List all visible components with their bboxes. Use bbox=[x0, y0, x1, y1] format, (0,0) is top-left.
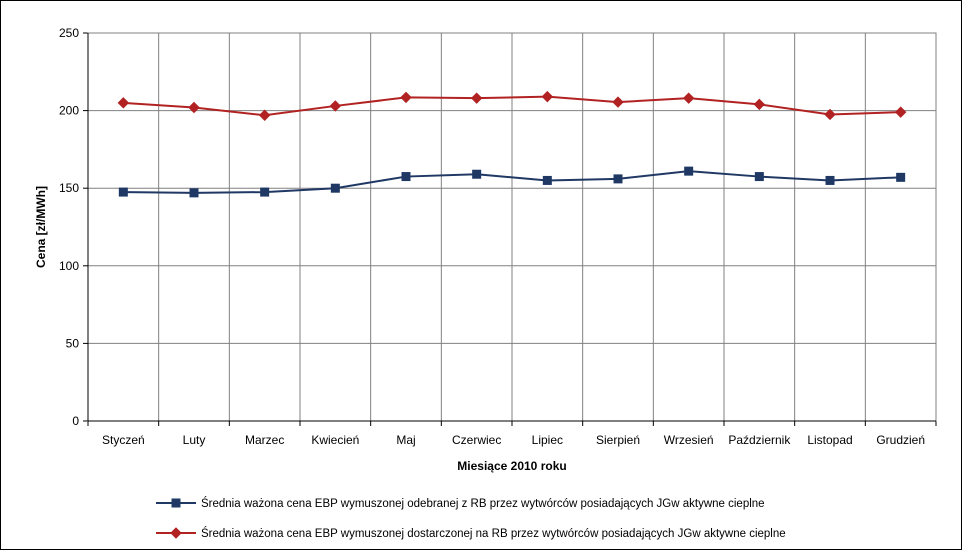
legend-1-marker bbox=[171, 498, 181, 508]
series-1-line bbox=[123, 170, 901, 194]
series-2-point bbox=[612, 96, 624, 108]
legend-2-label: Średnia ważona cena EBP wymuszonej dosta… bbox=[201, 527, 786, 540]
series-2-point bbox=[541, 90, 554, 103]
x-tick-label: Styczeń bbox=[102, 433, 145, 447]
series-2-line bbox=[123, 95, 901, 117]
x-tick-label: Październik bbox=[728, 433, 791, 447]
series-2-point bbox=[894, 106, 907, 118]
x-tick-label: Luty bbox=[183, 433, 206, 447]
series-2-point bbox=[117, 97, 130, 109]
series-2-point bbox=[824, 108, 836, 121]
series-1-point bbox=[542, 175, 552, 185]
y-tick-label: 100 bbox=[59, 259, 79, 273]
x-tick-label: Kwiecień bbox=[311, 433, 359, 447]
series-1-point bbox=[189, 188, 199, 198]
series-1-point bbox=[330, 183, 340, 193]
x-tick-label: Sierpień bbox=[596, 433, 640, 447]
series-1-point bbox=[613, 174, 623, 184]
legend-1-label: Średnia ważona cena EBP wymuszonej odebr… bbox=[201, 497, 765, 510]
x-tick-label: Marzec bbox=[245, 433, 284, 447]
y-tick-label: 50 bbox=[66, 336, 80, 350]
series-1-point bbox=[754, 172, 764, 182]
series-2-point bbox=[682, 92, 695, 104]
y-tick-label: 200 bbox=[59, 104, 79, 118]
x-tick-label: Wrzesień bbox=[664, 433, 714, 447]
series-2-point bbox=[400, 91, 412, 104]
x-tick-label: Grudzień bbox=[876, 433, 925, 447]
x-tick-label: Listopad bbox=[807, 433, 852, 447]
series-2-point bbox=[753, 98, 766, 111]
series-2-point bbox=[258, 109, 271, 121]
series-1-point bbox=[896, 172, 906, 182]
y-tick-label: 150 bbox=[59, 181, 79, 195]
x-axis-title: Miesiące 2010 roku bbox=[457, 459, 566, 473]
x-tick-label: Maj bbox=[396, 433, 415, 447]
y-axis-title: Cena [zł/MWh] bbox=[34, 186, 48, 268]
series-1-point bbox=[260, 187, 270, 197]
series-1-point bbox=[472, 169, 482, 179]
series-2-point bbox=[188, 101, 200, 114]
series-2-point bbox=[329, 100, 342, 112]
y-tick-label: 250 bbox=[59, 26, 79, 40]
series-1-point bbox=[118, 187, 128, 197]
x-tick-label: Czerwiec bbox=[452, 433, 501, 447]
series-1-point bbox=[825, 175, 835, 185]
series-2-point bbox=[470, 92, 483, 104]
x-tick-label: Lipiec bbox=[532, 433, 563, 447]
series-1-point bbox=[684, 166, 694, 176]
legend-2-marker bbox=[170, 527, 182, 539]
y-tick-label: 0 bbox=[72, 414, 79, 428]
series-1-point bbox=[401, 172, 411, 182]
